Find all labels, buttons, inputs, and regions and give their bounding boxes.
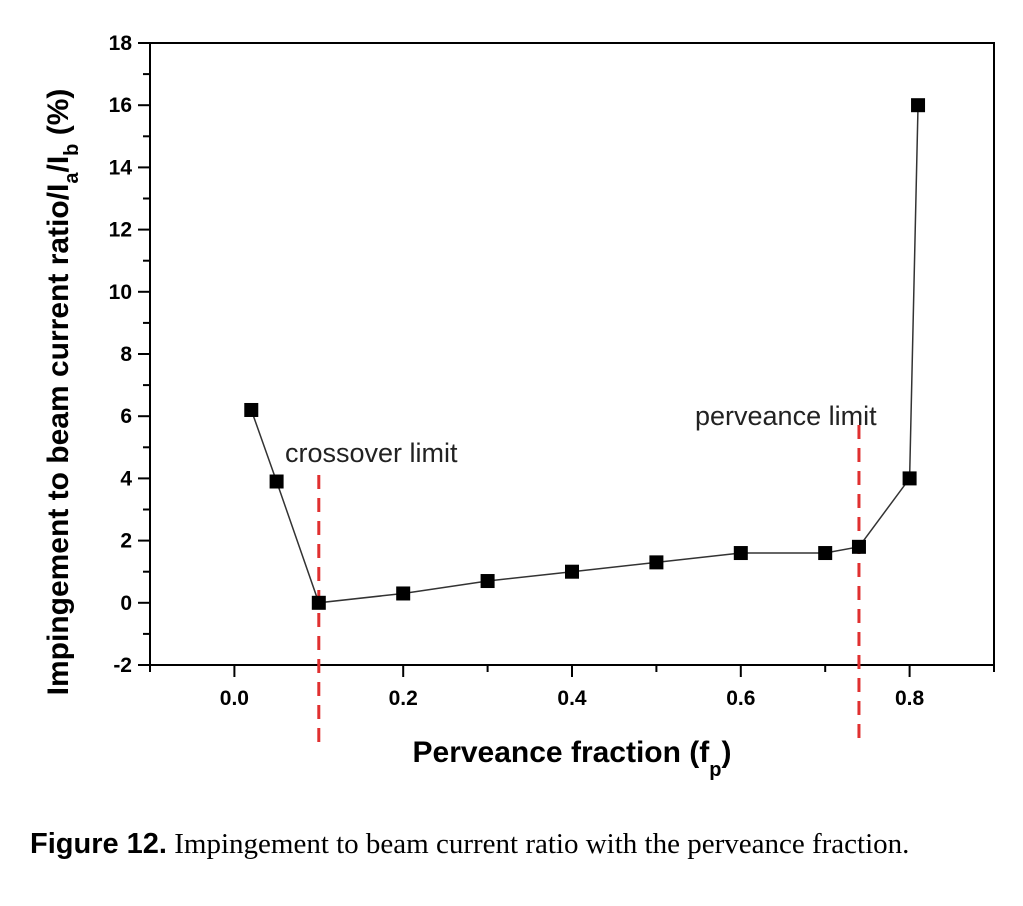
- x-axis-title-sub: p: [709, 759, 721, 781]
- data-point: [733, 546, 748, 561]
- y-tick-label: 12: [109, 219, 132, 242]
- perveance-limit-label: perveance limit: [695, 401, 877, 431]
- data-point: [902, 471, 917, 486]
- y-tick-label: 4: [120, 467, 132, 490]
- y-tick-label: 6: [120, 405, 132, 428]
- y-tick-label: 16: [109, 94, 132, 117]
- y-axis-title: Impingement to beam current ratio/Ia/Ib …: [42, 89, 83, 696]
- data-point: [244, 402, 259, 417]
- x-axis-title: Perveance fraction (fp): [413, 736, 732, 781]
- x-tick-label: 0.0: [220, 687, 249, 710]
- data-point: [480, 574, 495, 589]
- data-point: [851, 539, 866, 554]
- x-tick-label: 0.4: [557, 687, 587, 710]
- y-tick-label: 8: [120, 343, 132, 366]
- data-point: [565, 564, 579, 579]
- x-axis-title-tail: ): [722, 736, 732, 769]
- y-axis-title-sub-a: a: [61, 172, 83, 184]
- y-axis-title-part-3: (%): [42, 89, 75, 144]
- y-tick-label: 10: [109, 281, 132, 304]
- caption-label: Figure 12.: [30, 828, 167, 860]
- figure-caption: Figure 12. Impingement to beam current r…: [30, 826, 990, 862]
- y-tick-label: 14: [109, 156, 133, 179]
- data-point: [396, 586, 411, 601]
- crossover-limit-label: crossover limit: [285, 438, 458, 468]
- y-axis-title-part-2: /I: [42, 156, 75, 173]
- x-tick-label: 0.2: [389, 687, 418, 710]
- x-axis-title-main: Perveance fraction (f: [413, 736, 711, 769]
- y-tick-label: 18: [109, 32, 133, 55]
- x-tick-label: 0.6: [726, 687, 755, 710]
- data-point: [649, 555, 664, 570]
- line-chart: crossover limit perveance limit 0.0 0.2 0.4…: [42, 32, 995, 781]
- data-point: [911, 98, 926, 113]
- data-point: [818, 546, 833, 561]
- y-tick-label: -2: [113, 654, 132, 677]
- y-tick-label: 0: [120, 592, 132, 615]
- series-line: [250, 105, 919, 604]
- x-tick-label: 0.8: [895, 687, 925, 710]
- data-point: [311, 595, 326, 610]
- y-axis-title-part-1: Impingement to beam current ratio/I: [42, 184, 75, 696]
- y-axis-title-sub-b: b: [61, 144, 83, 156]
- caption-text: Impingement to beam current ratio with t…: [167, 828, 910, 860]
- y-tick-label: 2: [120, 530, 132, 553]
- data-point: [269, 474, 284, 489]
